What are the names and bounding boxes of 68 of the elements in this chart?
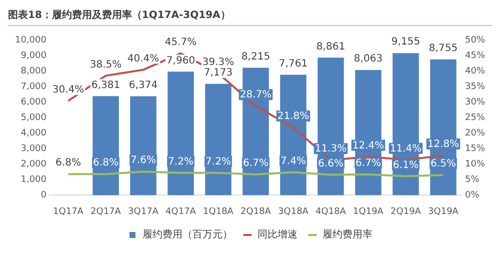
y-tick-label: 0 xyxy=(40,190,47,201)
x-tick-label: 3Q18A xyxy=(278,206,310,217)
data-label: 6.8% xyxy=(93,158,118,169)
data-label: 6.7% xyxy=(356,158,381,169)
y2-tick-label: 30% xyxy=(464,97,486,108)
x-tick-label: 1Q17A xyxy=(53,206,84,217)
data-label: 6,381 xyxy=(91,80,120,91)
data-label: 21.8% xyxy=(277,111,310,122)
data-label: 6,374 xyxy=(128,80,158,91)
bar xyxy=(168,72,194,196)
legend-label: 履约费用率 xyxy=(322,228,372,241)
data-label: 38.5% xyxy=(90,59,122,70)
chart-title: 图表18：履约费用及费用率（1Q17A-3Q19A） xyxy=(8,8,492,26)
y-tick-label: 4,000 xyxy=(20,128,47,138)
data-label: 8,861 xyxy=(316,41,346,52)
x-tick-label: 1Q18A xyxy=(203,206,234,217)
data-label: 7.6% xyxy=(130,155,156,166)
x-tick-label: 3Q19A xyxy=(428,206,460,217)
x-tick-label: 2Q19A xyxy=(390,206,422,217)
data-label: 7,960 xyxy=(166,55,196,66)
x-tick-label: 4Q17A xyxy=(166,206,197,217)
data-label: 11.4% xyxy=(390,143,422,154)
x-tick-label: 2Q18A xyxy=(240,206,272,217)
y2-tick-label: 10% xyxy=(464,160,486,170)
y2-tick-label: 20% xyxy=(464,128,486,138)
data-label: 45.7% xyxy=(164,36,197,48)
y2-tick-label: 25% xyxy=(464,112,486,123)
x-tick-label: 4Q18A xyxy=(316,206,347,217)
y-tick-label: 7,000 xyxy=(20,82,47,92)
y2-tick-label: 50% xyxy=(464,35,486,46)
data-label: 6.5% xyxy=(430,158,456,170)
y2-tick-label: 5% xyxy=(464,175,480,186)
y2-tick-label: 35% xyxy=(464,82,486,92)
legend-label: 履约费用（百万元） xyxy=(142,228,232,241)
data-label: 12.8% xyxy=(427,139,460,150)
data-label: 12.4% xyxy=(352,140,384,152)
data-label: 7.2% xyxy=(206,156,231,168)
data-label: 39.3% xyxy=(202,56,234,68)
y-tick-label: 1,000 xyxy=(20,175,47,186)
y-tick-label: 6,000 xyxy=(20,97,47,108)
data-label: 7,761 xyxy=(278,58,308,70)
x-tick-label: 2Q17A xyxy=(90,206,122,217)
data-label: 8,215 xyxy=(241,51,270,62)
y-tick-label: 3,000 xyxy=(20,144,47,154)
legend-label: 同比增速 xyxy=(258,228,298,241)
data-label: 11.3% xyxy=(314,144,347,155)
y2-tick-label: 40% xyxy=(464,66,486,76)
data-label: 8,755 xyxy=(428,42,458,54)
data-label: 7.2% xyxy=(168,156,194,168)
data-label: 6.1% xyxy=(393,160,418,171)
x-tick-label: 3Q17A xyxy=(128,206,160,217)
y2-tick-label: 15% xyxy=(464,144,486,154)
y2-tick-label: 45% xyxy=(464,50,486,61)
y-tick-label: 2,000 xyxy=(20,160,47,170)
data-label: 28.7% xyxy=(240,90,272,101)
data-label: 40.4% xyxy=(127,53,160,64)
y2-tick-label: 0% xyxy=(464,190,480,201)
data-label: 6.8% xyxy=(56,158,81,169)
y-tick-label: 10,000 xyxy=(14,35,47,46)
y-tick-label: 9,000 xyxy=(20,50,47,61)
data-label: 9,155 xyxy=(391,36,420,48)
data-label: 6.7% xyxy=(243,158,268,169)
data-label: 7.4% xyxy=(280,156,306,167)
x-tick-label: 1Q19A xyxy=(353,206,384,217)
y-tick-label: 8,000 xyxy=(20,66,47,76)
y-tick-label: 5,000 xyxy=(20,112,47,123)
data-label: 30.4% xyxy=(52,84,84,96)
data-label: 8,063 xyxy=(354,54,383,65)
